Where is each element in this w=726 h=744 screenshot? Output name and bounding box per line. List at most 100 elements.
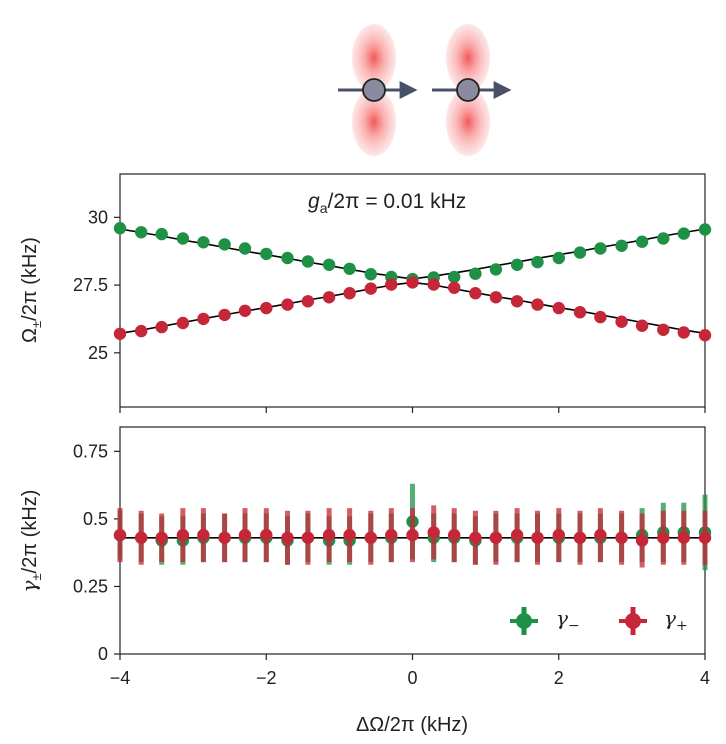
legend-label: γ+ — [664, 606, 688, 634]
x-tick-label: 2 — [554, 668, 564, 688]
lobe-bottom — [352, 88, 396, 156]
data-point-omega-minus — [657, 232, 670, 245]
data-point-omega-minus — [343, 262, 356, 275]
x-tick-label: −2 — [256, 668, 277, 688]
data-point-omega-minus — [238, 242, 252, 255]
data-point-gamma-plus — [113, 528, 127, 542]
data-point-omega-plus — [531, 298, 544, 311]
data-point-gamma-plus — [135, 531, 148, 544]
y-tick-label: 0.25 — [73, 576, 108, 596]
oscillator-illustration — [338, 24, 512, 156]
data-point-omega-plus — [113, 327, 127, 340]
data-point-gamma-plus — [176, 528, 190, 542]
data-point-gamma-plus — [281, 531, 294, 544]
data-point-omega-minus — [260, 247, 273, 261]
data-point-omega-minus — [510, 258, 524, 271]
data-point-omega-plus — [322, 291, 336, 304]
data-point-gamma-plus — [552, 528, 565, 542]
data-point-gamma-plus — [364, 531, 377, 544]
data-point-omega-plus — [238, 304, 252, 317]
data-point-gamma-plus — [322, 528, 336, 542]
data-point-omega-minus — [698, 223, 712, 236]
data-point-gamma-plus — [677, 531, 690, 544]
data-point-gamma-plus — [635, 534, 649, 547]
data-point-omega-plus — [698, 329, 712, 342]
legend-label: γ− — [556, 606, 580, 634]
frequency-axis-ticks: 25 27.5 30 — [73, 207, 706, 413]
data-point-gamma-plus — [260, 528, 273, 542]
data-point-omega-plus — [635, 319, 649, 332]
data-point-omega-minus — [281, 251, 294, 265]
data-point-gamma-plus — [238, 528, 252, 542]
data-point-omega-minus — [448, 270, 461, 284]
data-point-omega-minus — [301, 255, 315, 268]
data-point-omega-minus — [113, 222, 127, 235]
frequency-data-points — [113, 222, 712, 342]
particle — [456, 78, 480, 102]
data-point-gamma-plus — [698, 531, 712, 544]
data-point-omega-minus — [197, 236, 210, 249]
y-tick-label: 0 — [98, 644, 108, 664]
data-point-omega-minus — [176, 232, 190, 245]
x-tick-label: 0 — [407, 668, 417, 688]
data-point-omega-plus — [657, 323, 670, 336]
data-point-omega-minus — [469, 267, 482, 280]
data-point-omega-plus — [406, 276, 419, 289]
data-point-omega-plus — [594, 310, 607, 324]
fit-upper — [119, 228, 706, 280]
data-point-gamma-plus — [448, 528, 461, 542]
y-tick-label: 25 — [88, 343, 108, 363]
data-point-gamma-plus — [469, 531, 482, 544]
oscillator-right — [432, 24, 512, 156]
data-point-omega-plus — [615, 315, 628, 328]
x-tick-label: −4 — [110, 668, 131, 688]
data-point-gamma-plus — [489, 531, 503, 544]
data-point-omega-plus — [552, 301, 565, 315]
data-point-omega-plus — [427, 278, 440, 291]
y-tick-label: 0.5 — [83, 509, 108, 529]
y-tick-label: 27.5 — [73, 275, 108, 295]
oscillator-left — [338, 24, 418, 156]
data-point-gamma-plus — [155, 531, 168, 544]
data-point-omega-minus — [677, 227, 690, 240]
data-point-omega-minus — [364, 268, 377, 281]
data-point-omega-plus — [385, 278, 398, 291]
data-point-omega-minus — [573, 246, 587, 259]
data-point-gamma-plus — [343, 528, 356, 542]
data-point-omega-plus — [155, 320, 168, 334]
data-point-gamma-plus — [385, 528, 398, 542]
frequency-y-axis-label: Ω±/2π (kHz) — [19, 237, 44, 343]
data-point-omega-minus — [594, 242, 607, 255]
data-point-omega-minus — [615, 239, 628, 252]
data-point-gamma-plus — [615, 531, 628, 544]
data-point-omega-plus — [260, 301, 273, 315]
data-point-omega-plus — [510, 295, 524, 308]
coupling-annotation: ga/2π = 0.01 kHz — [308, 190, 466, 216]
data-point-omega-plus — [218, 308, 231, 322]
data-point-gamma-plus — [657, 531, 670, 544]
y-tick-label: 30 — [88, 207, 108, 227]
data-point-gamma-plus — [301, 531, 315, 544]
x-axis-label: ΔΩ/2π (kHz) — [356, 714, 468, 736]
data-point-gamma-plus — [510, 528, 524, 542]
data-point-omega-plus — [301, 295, 315, 308]
data-point-omega-minus — [489, 263, 503, 276]
legend-marker — [516, 613, 532, 629]
data-point-omega-plus — [469, 287, 482, 300]
legend-marker — [625, 613, 641, 629]
x-tick-label: 4 — [700, 668, 710, 688]
lobe-bottom — [446, 88, 490, 156]
data-point-omega-minus — [155, 227, 168, 241]
lobe-top — [352, 24, 396, 92]
data-point-gamma-plus — [218, 531, 231, 544]
legend-gamma-plus: γ+ — [619, 606, 688, 635]
particle — [362, 78, 386, 102]
linewidth-panel: 00.250.50.75−4 −2 0 2 4 γ− γ+ γ±/2π — [17, 426, 712, 736]
data-point-omega-plus — [573, 306, 587, 319]
data-point-gamma-plus — [406, 528, 419, 542]
data-point-gamma-plus — [531, 531, 544, 544]
linewidth-y-axis-label: γ±/2π (kHz) — [17, 490, 44, 593]
data-point-omega-plus — [197, 312, 210, 326]
lobe-top — [446, 24, 490, 92]
